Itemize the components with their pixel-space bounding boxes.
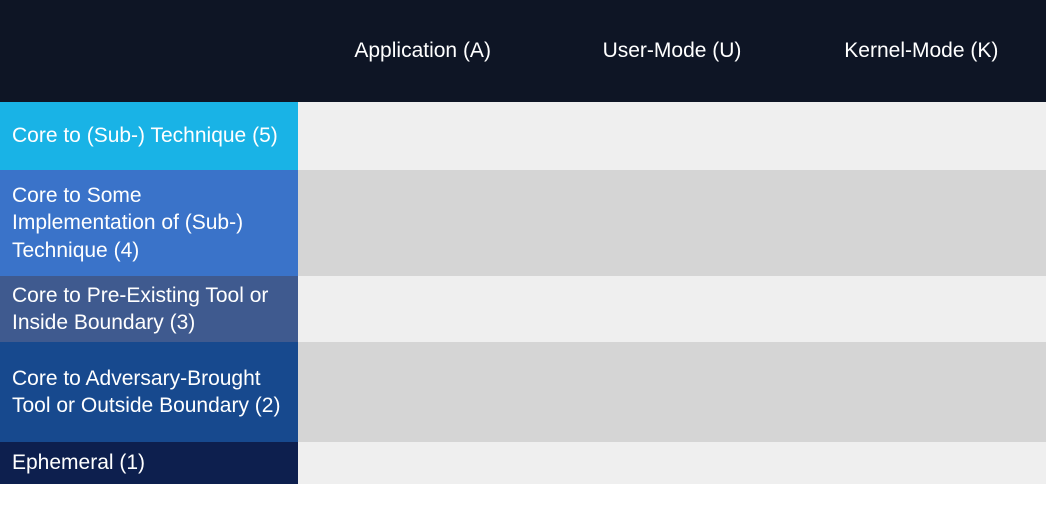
- matrix-row-1: Ephemeral (1): [0, 442, 1046, 484]
- matrix-header-row: Application (A) User-Mode (U) Kernel-Mod…: [0, 0, 1046, 102]
- row-label-text: Core to Adversary-Brought Tool or Outsid…: [12, 365, 286, 420]
- matrix-row-2: Core to Adversary-Brought Tool or Outsid…: [0, 342, 1046, 442]
- classification-matrix: Application (A) User-Mode (U) Kernel-Mod…: [0, 0, 1046, 484]
- row-label-text: Core to Some Implementation of (Sub-) Te…: [12, 182, 286, 264]
- row-body: [298, 342, 1046, 442]
- column-header-label: Kernel-Mode (K): [844, 39, 998, 63]
- row-body: [298, 276, 1046, 342]
- row-body: [298, 102, 1046, 170]
- column-header-application: Application (A): [298, 0, 547, 102]
- row-label-core-adversary: Core to Adversary-Brought Tool or Outsid…: [0, 342, 298, 442]
- row-body: [298, 442, 1046, 484]
- column-header-label: Application (A): [354, 39, 491, 63]
- column-header-label: User-Mode (U): [603, 39, 742, 63]
- row-label-text: Core to (Sub-) Technique (5): [12, 122, 278, 149]
- row-label-core-some-impl: Core to Some Implementation of (Sub-) Te…: [0, 170, 298, 276]
- matrix-row-4: Core to Some Implementation of (Sub-) Te…: [0, 170, 1046, 276]
- row-label-text: Ephemeral (1): [12, 449, 145, 476]
- header-blank-corner: [0, 0, 298, 102]
- matrix-row-3: Core to Pre-Existing Tool or Inside Boun…: [0, 276, 1046, 342]
- row-label-text: Core to Pre-Existing Tool or Inside Boun…: [12, 282, 286, 337]
- row-label-ephemeral: Ephemeral (1): [0, 442, 298, 484]
- column-header-user-mode: User-Mode (U): [547, 0, 796, 102]
- row-body: [298, 170, 1046, 276]
- row-label-core-technique: Core to (Sub-) Technique (5): [0, 102, 298, 170]
- matrix-row-5: Core to (Sub-) Technique (5): [0, 102, 1046, 170]
- column-header-kernel-mode: Kernel-Mode (K): [797, 0, 1046, 102]
- row-label-core-preexisting: Core to Pre-Existing Tool or Inside Boun…: [0, 276, 298, 342]
